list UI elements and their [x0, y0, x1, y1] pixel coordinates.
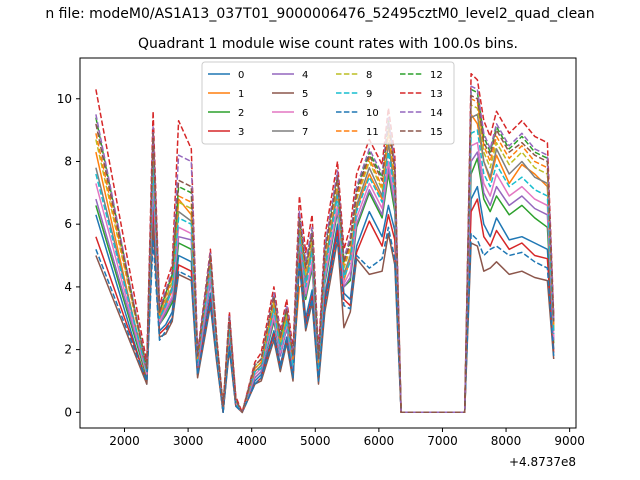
legend-label-2: 2: [238, 108, 244, 119]
x-offset-label: +4.8737e8: [509, 455, 576, 469]
y-tick-label: 8: [64, 154, 72, 168]
legend-label-4: 4: [302, 70, 308, 81]
x-tick-label: 8000: [491, 434, 522, 448]
series-line-15: [95, 94, 555, 414]
chart-title: Quadrant 1 module wise count rates with …: [138, 36, 518, 52]
legend-label-15: 15: [430, 127, 443, 138]
y-tick-label: 10: [57, 92, 72, 106]
legend-label-8: 8: [366, 70, 372, 81]
legend-label-6: 6: [302, 108, 308, 119]
legend-label-9: 9: [366, 89, 372, 100]
legend-label-1: 1: [238, 89, 244, 100]
plot-area: [95, 72, 555, 414]
y-tick-label: 4: [64, 280, 72, 294]
x-tick-label: 6000: [364, 434, 395, 448]
legend-label-10: 10: [366, 108, 379, 119]
axis-ticks: 2000 3000 4000 5000 6000 7000 8000 9000 0 2 4 6 8 10: [57, 92, 585, 448]
legend-label-3: 3: [238, 127, 244, 138]
legend-label-11: 11: [366, 127, 379, 138]
legend-label-5: 5: [302, 89, 308, 100]
x-tick-label: 7000: [427, 434, 458, 448]
legend-frame: [201, 61, 455, 145]
x-tick-label: 5000: [300, 434, 331, 448]
y-tick-label: 2: [64, 343, 72, 357]
y-tick-label: 6: [64, 217, 72, 231]
series-line-6: [95, 141, 555, 414]
series-line-10: [95, 226, 555, 414]
legend-label-0: 0: [238, 70, 244, 81]
series-line-14: [95, 85, 555, 414]
y-tick-label: 0: [64, 405, 72, 419]
axes-frame: [79, 57, 577, 429]
legend-label-7: 7: [302, 127, 308, 138]
x-tick-label: 9000: [554, 434, 585, 448]
x-tick-label: 3000: [173, 434, 204, 448]
legend-label-14: 14: [430, 108, 443, 119]
x-tick-label: 4000: [236, 434, 267, 448]
x-tick-label: 2000: [109, 434, 140, 448]
legend-label-12: 12: [430, 70, 443, 81]
legend-label-13: 13: [430, 89, 443, 100]
figure-suptitle: n file: modeM0/AS1A13_037T01_9000006476_…: [45, 6, 594, 22]
